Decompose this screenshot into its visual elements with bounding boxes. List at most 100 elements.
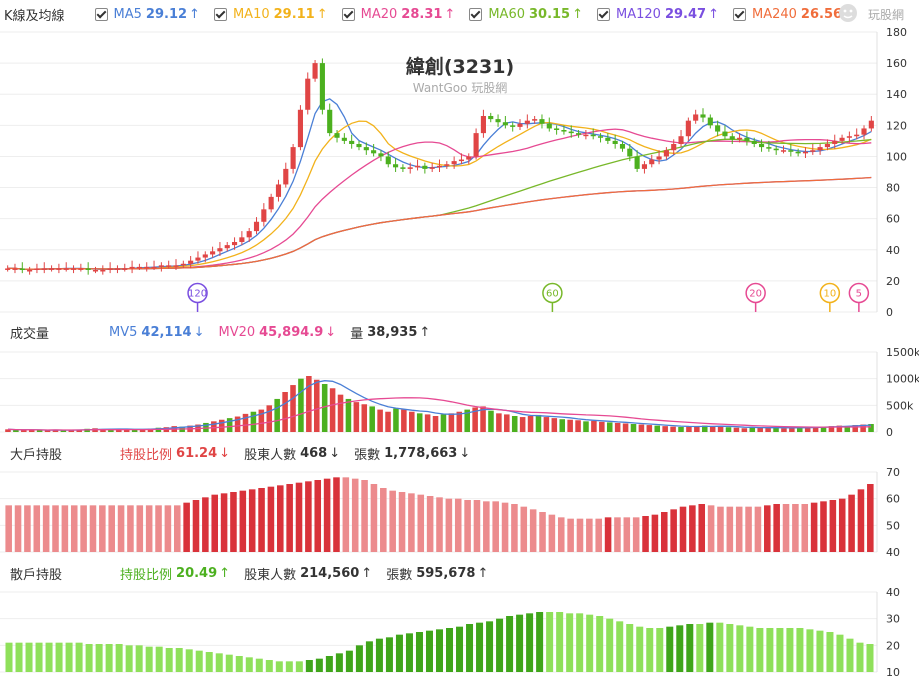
candle-body	[407, 167, 413, 169]
legend-item-ma5[interactable]: MA5 29.12 ↑	[94, 6, 214, 22]
candle-body	[502, 122, 508, 126]
bar	[155, 646, 163, 672]
bar	[473, 500, 481, 552]
candle-body	[766, 147, 772, 149]
bar	[844, 426, 851, 432]
bar	[448, 413, 455, 432]
candle-body	[341, 137, 347, 141]
bar	[604, 517, 612, 552]
bar	[846, 638, 854, 672]
bar	[385, 637, 393, 672]
candle-body	[195, 257, 201, 261]
bar	[642, 516, 649, 552]
y-tick-label: 140	[886, 88, 907, 101]
candle-body	[854, 134, 860, 137]
bar	[215, 653, 223, 672]
legend-item-ma20[interactable]: MA20 28.31 ↑	[341, 6, 470, 22]
candle-body	[327, 109, 333, 134]
bar	[696, 624, 704, 672]
bar	[726, 624, 734, 672]
bar	[329, 388, 336, 432]
candle-body	[202, 254, 208, 258]
y-tick-label: 1500k	[886, 346, 919, 359]
marker-label: 5	[856, 289, 862, 300]
bar	[654, 425, 661, 432]
arrow-down-icon: ↓	[193, 324, 205, 340]
checkbox-icon[interactable]	[94, 7, 108, 21]
candle-body	[422, 165, 428, 169]
bar	[546, 612, 554, 672]
bar	[782, 504, 790, 552]
bar	[285, 661, 293, 672]
ma-markers: 120 60 20 10 5	[187, 282, 870, 312]
candle-body	[319, 63, 325, 110]
checkbox-icon[interactable]	[597, 7, 611, 21]
bar	[757, 427, 763, 432]
y-tick-label: 30	[886, 613, 900, 626]
candle-body	[70, 268, 77, 270]
ma-legend-items: MA5 29.12 ↑ MA10 29.11 ↑ MA20 28.31 ↑ MA60 30.15 ↑ M…	[94, 6, 869, 22]
checkbox-icon[interactable]	[213, 7, 227, 21]
legend-value: 28.31	[401, 6, 443, 22]
candle-body	[34, 268, 40, 270]
bar	[511, 504, 518, 552]
bar	[321, 384, 328, 432]
bar	[432, 416, 439, 432]
bar	[765, 427, 771, 432]
arrow-up-icon: ↑	[189, 6, 200, 22]
legend-item-ma10[interactable]: MA10 29.11 ↑	[213, 6, 342, 22]
legend-label: 持股比例	[120, 447, 173, 463]
bar	[375, 638, 383, 672]
y-tick-label: 0	[886, 306, 893, 319]
bar	[857, 489, 865, 552]
bar	[108, 505, 115, 552]
candle-body	[802, 151, 809, 154]
checkbox-icon[interactable]	[341, 7, 355, 21]
candle-body	[5, 268, 11, 270]
legend-value: 1,778,663	[384, 445, 458, 461]
legend-item-ma60[interactable]: MA60 30.15 ↑	[469, 7, 597, 22]
bar	[52, 429, 59, 432]
bar	[220, 493, 228, 552]
legend-item-ma120[interactable]: MA120 29.47 ↑	[597, 7, 733, 22]
bar	[14, 505, 22, 552]
candle-body	[224, 245, 230, 249]
candle-body	[861, 128, 867, 135]
bar	[796, 628, 804, 672]
arrow-up-icon: ↑	[361, 565, 373, 581]
bar	[666, 626, 674, 672]
checkbox-icon[interactable]	[732, 7, 746, 21]
bar	[483, 501, 490, 552]
bar	[746, 626, 754, 672]
bar	[295, 482, 303, 552]
candle-body	[649, 159, 655, 165]
legend-value: 42,114	[141, 324, 192, 340]
bar	[325, 656, 333, 672]
candle-body	[488, 116, 494, 120]
candle-body	[239, 237, 245, 242]
bar	[632, 517, 640, 552]
checkbox-icon[interactable]	[469, 7, 483, 21]
candle-body	[737, 137, 743, 140]
bar	[567, 419, 573, 432]
bar	[295, 661, 303, 672]
bar	[389, 490, 396, 552]
legend-label: MA120	[616, 6, 661, 22]
bar	[566, 613, 574, 672]
candle-body	[385, 156, 391, 165]
candle-body	[114, 268, 121, 270]
candle-body	[576, 133, 582, 135]
legend-value: 29.11	[273, 6, 315, 22]
bar	[365, 641, 373, 672]
candle-body	[744, 137, 750, 141]
bar	[409, 411, 415, 432]
bar	[25, 642, 33, 672]
bar	[165, 648, 173, 672]
bar	[234, 416, 241, 432]
bar	[866, 644, 874, 672]
y-tick-label: 40	[886, 244, 900, 257]
y-tick-label: 10	[886, 666, 900, 677]
bar	[127, 505, 134, 552]
y-tick-label: 180	[886, 26, 907, 39]
